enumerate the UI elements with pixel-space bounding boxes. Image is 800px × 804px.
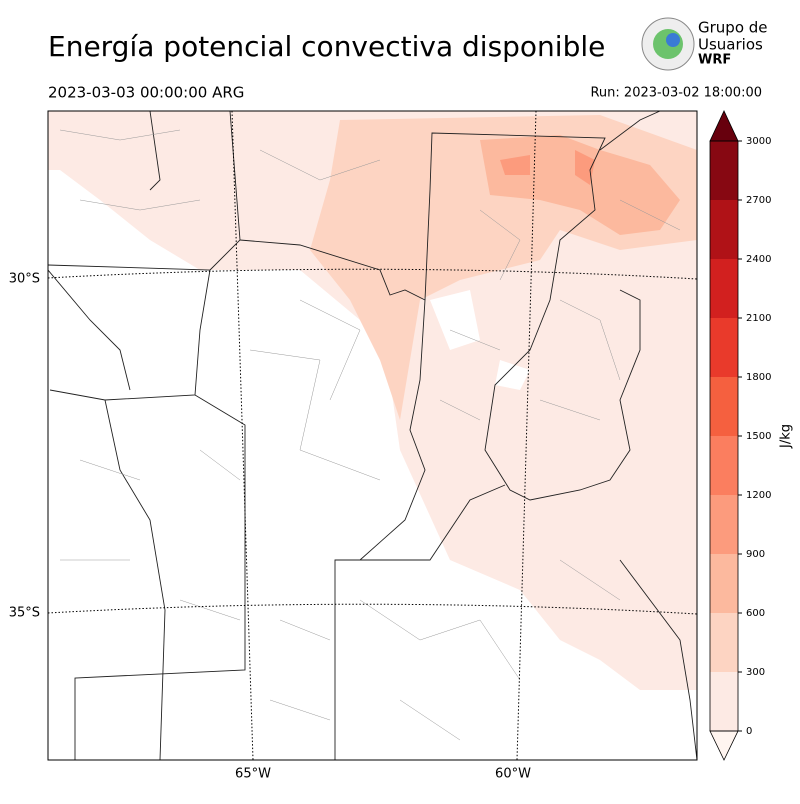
colorbar-tick-label: 1800 [746, 372, 771, 383]
colorbar-label: J/kg [779, 424, 794, 449]
department-borders [59, 129, 681, 741]
colorbar-segment [710, 200, 738, 259]
province-borders [48, 111, 697, 760]
colorbar-tick-label: 0 [746, 726, 752, 737]
logo: Grupo de Usuarios WRF [641, 17, 768, 71]
logo-text: Usuarios [698, 36, 763, 54]
map [48, 111, 697, 760]
logo-globe-detail [666, 33, 680, 47]
colorbar-segment [710, 259, 738, 318]
colorbar-tick-label: 600 [746, 608, 765, 619]
colorbar-segment [710, 436, 738, 495]
graticule [48, 111, 697, 760]
lon-label: 60°W [495, 767, 531, 782]
colorbar-segment [710, 318, 738, 377]
colorbar-tick-label: 300 [746, 667, 765, 678]
colorbar-tick-label: 2400 [746, 254, 771, 265]
map-frame [47, 110, 698, 761]
colorbar-tick-label: 1500 [746, 431, 771, 442]
lat-label: 30°S [9, 272, 40, 287]
run-time: Run: 2023-03-02 18:00:00 [590, 86, 762, 101]
lat-label: 35°S [9, 606, 40, 621]
colorbar-tick-label: 1200 [746, 490, 771, 501]
colorbar-segment [710, 554, 738, 613]
colorbar-over [709, 110, 739, 142]
colorbar-segment [710, 141, 738, 200]
colorbar-tick-label: 900 [746, 549, 765, 560]
colorbar-segment [710, 613, 738, 672]
colorbar-segment [710, 672, 738, 731]
title: Energía potencial convectiva disponible [48, 30, 605, 63]
logo-text: WRF [698, 53, 731, 68]
cape-area [500, 150, 595, 185]
colorbar-segment [710, 377, 738, 436]
colorbar-segment [710, 495, 738, 554]
cape-gap [430, 290, 530, 390]
valid-time: 2023-03-03 00:00:00 ARG [48, 84, 244, 102]
lon-label: 65°W [235, 767, 271, 782]
colorbar-tick-label: 2700 [746, 195, 771, 206]
colorbar-under [709, 730, 739, 761]
colorbar-tick-label: 3000 [746, 136, 771, 147]
colorbar-tick-label: 2100 [746, 313, 771, 324]
logo-text: Grupo de [698, 19, 768, 37]
